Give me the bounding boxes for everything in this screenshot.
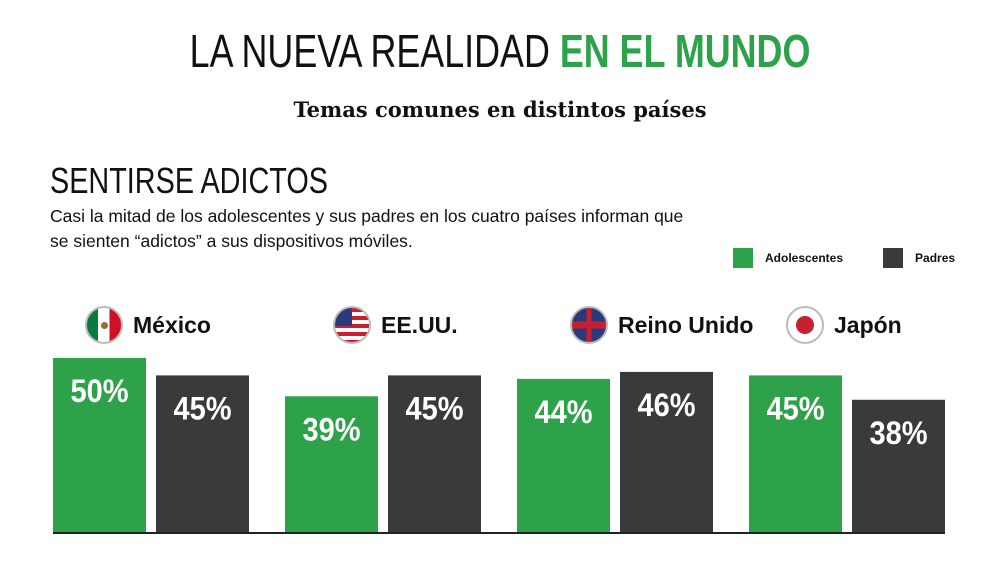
- title-part1: LA NUEVA REALIDAD: [189, 25, 560, 77]
- country-name: Reino Unido: [618, 311, 754, 338]
- bar-padres-2: [620, 371, 713, 532]
- legend-swatch-adolescentes: [733, 248, 753, 268]
- bar-adolescentes-1: [285, 396, 378, 532]
- data-label: 38%: [870, 415, 928, 451]
- data-label: 45%: [406, 390, 464, 426]
- country-name: Japón: [834, 311, 902, 338]
- bar-adolescentes-2: [517, 378, 610, 532]
- data-label: 45%: [174, 390, 232, 426]
- bar-padres-0: [156, 375, 249, 532]
- country-name: México: [133, 311, 211, 338]
- country-label-mexico: México: [85, 306, 211, 344]
- legend-label-adolescentes: Adolescentes: [765, 251, 844, 265]
- data-label: 46%: [638, 387, 696, 423]
- section-description: Casi la mitad de los adolescentes y sus …: [50, 206, 684, 251]
- uk-flag-icon: [570, 306, 608, 344]
- page-title: LA NUEVA REALIDAD EN EL MUNDO: [110, 24, 890, 78]
- bar-adolescentes-3: [749, 375, 842, 532]
- data-label: 45%: [767, 390, 825, 426]
- bar-adolescentes-0: [53, 358, 146, 532]
- country-label-uk: Reino Unido: [570, 306, 753, 344]
- page-subtitle: Temas comunes en distintos países: [293, 97, 707, 122]
- country-name: EE.UU.: [381, 311, 458, 338]
- usa-flag-icon: [333, 306, 371, 344]
- bar-padres-3: [852, 399, 945, 532]
- data-label: 39%: [303, 411, 361, 447]
- bar-padres-1: [388, 375, 481, 532]
- legend: Adolescentes Padres: [733, 248, 955, 268]
- data-label: 50%: [71, 373, 129, 409]
- legend-label-padres: Padres: [915, 251, 956, 265]
- japan-flag-icon: [786, 306, 824, 344]
- data-label: 44%: [535, 394, 593, 430]
- country-label-japan: Japón: [786, 306, 902, 344]
- country-label-usa: EE.UU.: [333, 306, 458, 344]
- title-part2: EN EL MUNDO: [559, 25, 811, 77]
- mexico-flag-icon: [85, 306, 123, 344]
- legend-swatch-padres: [883, 248, 904, 268]
- section-title: SENTIRSE ADICTOS: [50, 160, 328, 201]
